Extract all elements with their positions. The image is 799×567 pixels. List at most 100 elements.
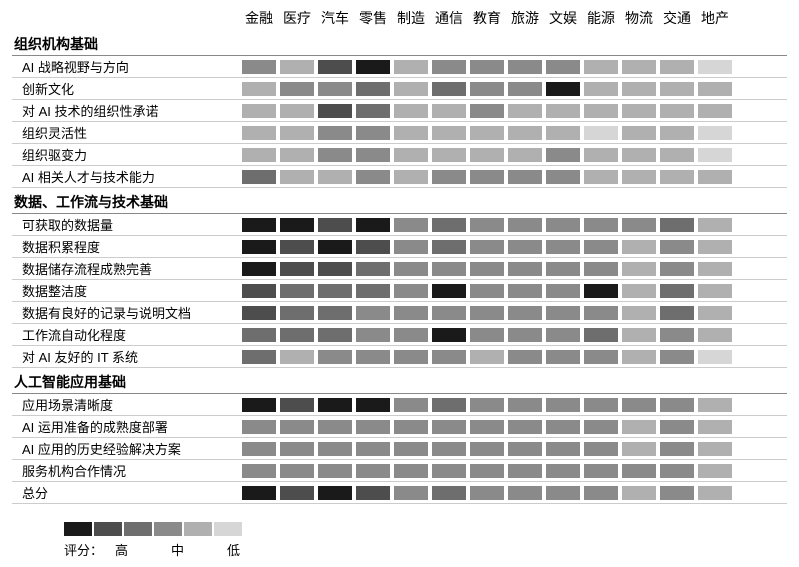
- legend-swatch: [64, 522, 92, 536]
- heatmap-cell: [698, 398, 732, 412]
- row-label: 数据整洁度: [12, 281, 240, 300]
- heatmap-cell: [584, 60, 618, 74]
- heatmap-cell: [508, 218, 542, 232]
- row-label: 数据积累程度: [12, 237, 240, 256]
- heatmap-cell: [356, 420, 390, 434]
- row-label: AI 相关人才与技术能力: [12, 167, 240, 186]
- legend-prefix: 评分：: [64, 540, 103, 559]
- heatmap-cell: [622, 240, 656, 254]
- heatmap-cell: [660, 262, 694, 276]
- column-headers: 金融医疗汽车零售制造通信教育旅游文娱能源物流交通地产: [240, 8, 787, 28]
- heatmap-cell: [394, 284, 428, 298]
- heatmap-cell: [622, 486, 656, 500]
- heatmap-cell: [584, 148, 618, 162]
- heatmap-cell: [508, 60, 542, 74]
- section-title: 组织机构基础: [12, 32, 787, 56]
- heatmap-cell: [356, 126, 390, 140]
- heatmap-cell: [698, 350, 732, 364]
- heatmap-cell: [318, 398, 352, 412]
- heatmap-cell: [622, 442, 656, 456]
- heatmap-cell: [546, 60, 580, 74]
- row-label: 总分: [12, 483, 240, 502]
- legend-high: 高: [115, 540, 171, 559]
- heatmap-cell: [394, 306, 428, 320]
- heatmap-cell: [280, 170, 314, 184]
- heatmap-cell: [318, 262, 352, 276]
- column-header: 汽车: [316, 8, 354, 28]
- heatmap-cell: [280, 306, 314, 320]
- heatmap-cell: [242, 420, 276, 434]
- legend-swatch-row: [64, 522, 787, 536]
- heatmap-row: 应用场景清晰度: [12, 394, 787, 416]
- heatmap-cell: [546, 420, 580, 434]
- heatmap-row: 数据储存流程成熟完善: [12, 258, 787, 280]
- heatmap-row: 服务机构合作情况: [12, 460, 787, 482]
- heatmap-cell: [508, 328, 542, 342]
- heatmap-cell: [394, 104, 428, 118]
- heatmap-cell: [394, 420, 428, 434]
- heatmap-cell: [394, 60, 428, 74]
- heatmap-cell: [318, 420, 352, 434]
- heatmap-cell: [318, 350, 352, 364]
- heatmap-row: 工作流自动化程度: [12, 324, 787, 346]
- heatmap-cell: [432, 104, 466, 118]
- heatmap-cell: [432, 218, 466, 232]
- column-header: 制造: [392, 8, 430, 28]
- heatmap-cell: [508, 262, 542, 276]
- heatmap-cell: [318, 464, 352, 478]
- heatmap-cell: [508, 442, 542, 456]
- heatmap-cell: [242, 218, 276, 232]
- heatmap-cell: [470, 420, 504, 434]
- heatmap-cell: [508, 398, 542, 412]
- heatmap-cell: [622, 328, 656, 342]
- heatmap-cell: [698, 328, 732, 342]
- heatmap-cell: [318, 126, 352, 140]
- heatmap-cell: [698, 148, 732, 162]
- heatmap-cell: [546, 262, 580, 276]
- heatmap-cell: [356, 398, 390, 412]
- heatmap-cell: [622, 350, 656, 364]
- heatmap-cell: [318, 104, 352, 118]
- heatmap-cell: [394, 262, 428, 276]
- heatmap-cell: [622, 218, 656, 232]
- heatmap-cell: [356, 240, 390, 254]
- heatmap-cell: [280, 218, 314, 232]
- heatmap-cell: [508, 170, 542, 184]
- legend-swatch: [154, 522, 182, 536]
- column-header: 通信: [430, 8, 468, 28]
- heatmap-cell: [356, 148, 390, 162]
- heatmap-cell: [584, 82, 618, 96]
- heatmap-cell: [394, 218, 428, 232]
- heatmap-cell: [698, 170, 732, 184]
- heatmap-cell: [356, 486, 390, 500]
- heatmap-cell: [584, 240, 618, 254]
- heatmap-cell: [584, 442, 618, 456]
- heatmap-cell: [698, 420, 732, 434]
- heatmap-cell: [660, 240, 694, 254]
- heatmap-cell: [280, 486, 314, 500]
- heatmap-cell: [622, 170, 656, 184]
- heatmap-cell: [280, 442, 314, 456]
- heatmap-cell: [432, 82, 466, 96]
- row-label: 数据有良好的记录与说明文档: [12, 303, 240, 322]
- heatmap-cell: [432, 148, 466, 162]
- heatmap-cell: [356, 218, 390, 232]
- legend-low: 低: [227, 540, 283, 559]
- heatmap-cell: [280, 328, 314, 342]
- heatmap-cell: [546, 126, 580, 140]
- heatmap-cell: [470, 60, 504, 74]
- heatmap-row: AI 应用的历史经验解决方案: [12, 438, 787, 460]
- heatmap-cell: [622, 306, 656, 320]
- row-label: 应用场景清晰度: [12, 395, 240, 414]
- heatmap-cell: [432, 420, 466, 434]
- heatmap-cell: [394, 240, 428, 254]
- heatmap-row: 数据有良好的记录与说明文档: [12, 302, 787, 324]
- heatmap-cell: [698, 82, 732, 96]
- heatmap-body: 组织机构基础AI 战略视野与方向创新文化对 AI 技术的组织性承诺组织灵活性组织…: [12, 32, 787, 504]
- heatmap-cell: [394, 170, 428, 184]
- heatmap-cell: [584, 104, 618, 118]
- heatmap-cell: [508, 82, 542, 96]
- heatmap-cell: [242, 82, 276, 96]
- heatmap-cell: [660, 464, 694, 478]
- heatmap-cell: [394, 126, 428, 140]
